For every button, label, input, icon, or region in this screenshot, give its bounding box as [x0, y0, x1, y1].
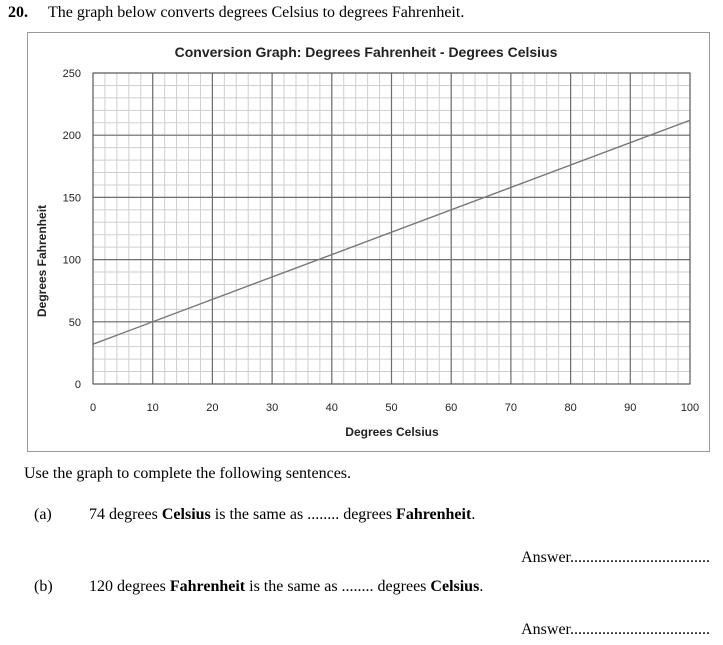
question-header: 20. The graph below converts degrees Cels…	[8, 4, 464, 22]
part-a-label: (a)	[34, 506, 52, 523]
part-a-post: .	[471, 506, 476, 523]
x-tick-label: 40	[326, 402, 338, 414]
x-axis-label: Degrees Celsius	[345, 425, 439, 439]
x-tick-label: 20	[206, 402, 218, 414]
part-a-mid: is the same as ........ degrees	[210, 506, 397, 523]
plot-frame	[92, 72, 691, 385]
grid-major	[92, 72, 691, 385]
x-tick-label: 0	[90, 402, 96, 414]
y-tick-label: 50	[69, 317, 81, 329]
y-tick-label: 250	[63, 68, 81, 80]
conversion-chart: Conversion Graph: Degrees Fahrenheit - D…	[27, 32, 710, 452]
part-b: (b) 120 degrees Fahrenheit is the same as…	[34, 578, 483, 596]
y-axis-label: Degrees Fahrenheit	[35, 205, 49, 317]
x-tick-label: 90	[624, 402, 636, 414]
instruction-text: Use the graph to complete the following …	[24, 465, 352, 482]
x-tick-label: 30	[266, 402, 278, 414]
x-tick-label: 50	[385, 402, 397, 414]
series-line-0	[92, 119, 691, 345]
y-tick-label: 0	[75, 379, 81, 391]
part-b-bold1: Fahrenheit	[169, 578, 246, 595]
y-tick-label: 200	[63, 130, 81, 142]
part-b-pre: 120 degrees	[89, 578, 170, 595]
part-a-pre: 74 degrees	[89, 506, 162, 523]
y-tick-label: 150	[63, 192, 81, 204]
y-tick-label: 100	[63, 255, 81, 267]
x-tick-label: 70	[505, 402, 517, 414]
x-tick-label: 60	[445, 402, 457, 414]
part-b-mid: is the same as ........ degrees	[245, 578, 431, 595]
x-tick-label: 80	[564, 402, 576, 414]
series-layer	[92, 119, 691, 345]
part-a-bold2: Fahrenheit	[396, 506, 472, 523]
x-tick-label: 10	[147, 402, 159, 414]
chart-svg: Conversion Graph: Degrees Fahrenheit - D…	[35, 44, 699, 439]
part-a-bold1: Celsius	[161, 506, 211, 523]
chart-title: Conversion Graph: Degrees Fahrenheit - D…	[175, 44, 558, 60]
part-b-bold2: Celsius	[430, 578, 480, 595]
part-b-answer-line[interactable]: Answer..................................…	[521, 621, 710, 638]
part-b-label: (b)	[34, 578, 53, 595]
part-a: (a) 74 degrees Celsius is the same as ...…	[34, 506, 475, 524]
part-b-post: .	[479, 578, 484, 595]
question-number: 20.	[8, 4, 28, 21]
part-a-answer-line[interactable]: Answer..................................…	[521, 549, 710, 566]
x-tick-label: 100	[681, 402, 699, 414]
question-prompt: The graph below converts degrees Celsius…	[48, 4, 465, 21]
y-tick-labels: 0 50 100 150 200 250	[63, 68, 81, 391]
x-tick-labels: 0 10 20 30 40 50 60 70 80 90 100	[90, 402, 699, 414]
